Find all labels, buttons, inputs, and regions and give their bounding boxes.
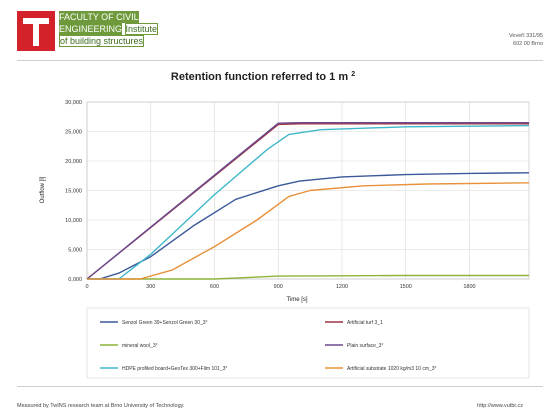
address-line-2: 602 00 Brno bbox=[513, 41, 543, 47]
x-tick-label: 900 bbox=[274, 284, 283, 290]
legend-label: Plain surface_3° bbox=[347, 343, 383, 349]
chart-legend: Senzol Green 39+Senzol Green 30_3° Artifi… bbox=[100, 320, 437, 372]
y-tick-label: 15,000 bbox=[65, 189, 82, 195]
logo-t-icon bbox=[23, 18, 49, 46]
header-divider bbox=[17, 60, 543, 61]
address: Veveří 331/95 602 00 Brno bbox=[509, 32, 543, 48]
y-tick-label: 25,000 bbox=[65, 130, 82, 136]
plot-area-frame bbox=[86, 101, 530, 280]
legend-label: Artificial turf 3_1 bbox=[347, 320, 383, 326]
series-lines bbox=[86, 121, 530, 280]
footer-url[interactable]: http://www.vutbr.cz bbox=[477, 403, 523, 409]
x-tick-label: 1200 bbox=[336, 284, 348, 290]
x-tick-labels: 0 300 600 900 1200 1500 1800 bbox=[85, 284, 475, 290]
footer-credit: Measured by TwINS research team at Brno … bbox=[17, 403, 185, 409]
x-tick-label: 1500 bbox=[400, 284, 412, 290]
y-axis-label: Outflow [l] bbox=[40, 176, 46, 203]
x-axis-label: Time [s] bbox=[286, 297, 307, 303]
y-tick-label: 5,000 bbox=[68, 248, 82, 254]
series-line-4 bbox=[86, 121, 529, 280]
institute-word: Institute bbox=[124, 23, 159, 35]
legend-frame bbox=[86, 307, 530, 379]
faculty-nameplate: FACULTY OF CIVIL ENGINEERING Institute o… bbox=[56, 11, 161, 47]
y-tick-label: 10,000 bbox=[65, 218, 82, 224]
x-tick-label: 1800 bbox=[463, 284, 475, 290]
series-line-6 bbox=[87, 182, 530, 280]
y-tick-label: 0,000 bbox=[68, 277, 82, 283]
chart-title: Retention function referred to 1 m 2 bbox=[171, 71, 355, 83]
faculty-line-2: ENGINEERING bbox=[59, 23, 123, 35]
series-line-3 bbox=[87, 274, 529, 280]
legend-label: HDPE profiled board+GeoTex 300+Film 101_… bbox=[122, 366, 227, 372]
legend-label: mineral wool_3° bbox=[122, 343, 158, 349]
series-line-5 bbox=[87, 124, 530, 280]
chart-title-superscript: 2 bbox=[351, 71, 355, 78]
faculty-line-1: FACULTY OF CIVIL bbox=[59, 11, 139, 23]
y-tick-label: 20,000 bbox=[65, 159, 82, 165]
y-tick-labels: 0,000 5,000 10,000 15,000 20,000 25,000 30,000 bbox=[65, 100, 82, 283]
x-tick-label: 600 bbox=[210, 284, 219, 290]
university-logo bbox=[17, 11, 55, 51]
legend-label: Artificial substrate 1020 kg/m3 10 cm_3° bbox=[347, 366, 437, 372]
series-line-1 bbox=[87, 172, 530, 280]
x-tick-label: 300 bbox=[146, 284, 155, 290]
y-tick-label: 30,000 bbox=[65, 100, 82, 106]
footer-divider bbox=[17, 386, 543, 387]
legend-label: Senzol Green 39+Senzol Green 30_3° bbox=[122, 320, 208, 326]
address-line-1: Veveří 331/95 bbox=[509, 33, 543, 39]
institute-line: of building structures bbox=[59, 35, 145, 47]
x-tick-label: 0 bbox=[85, 284, 88, 290]
chart-title-text: Retention function referred to 1 m bbox=[171, 71, 348, 83]
series-line-2 bbox=[86, 123, 529, 280]
